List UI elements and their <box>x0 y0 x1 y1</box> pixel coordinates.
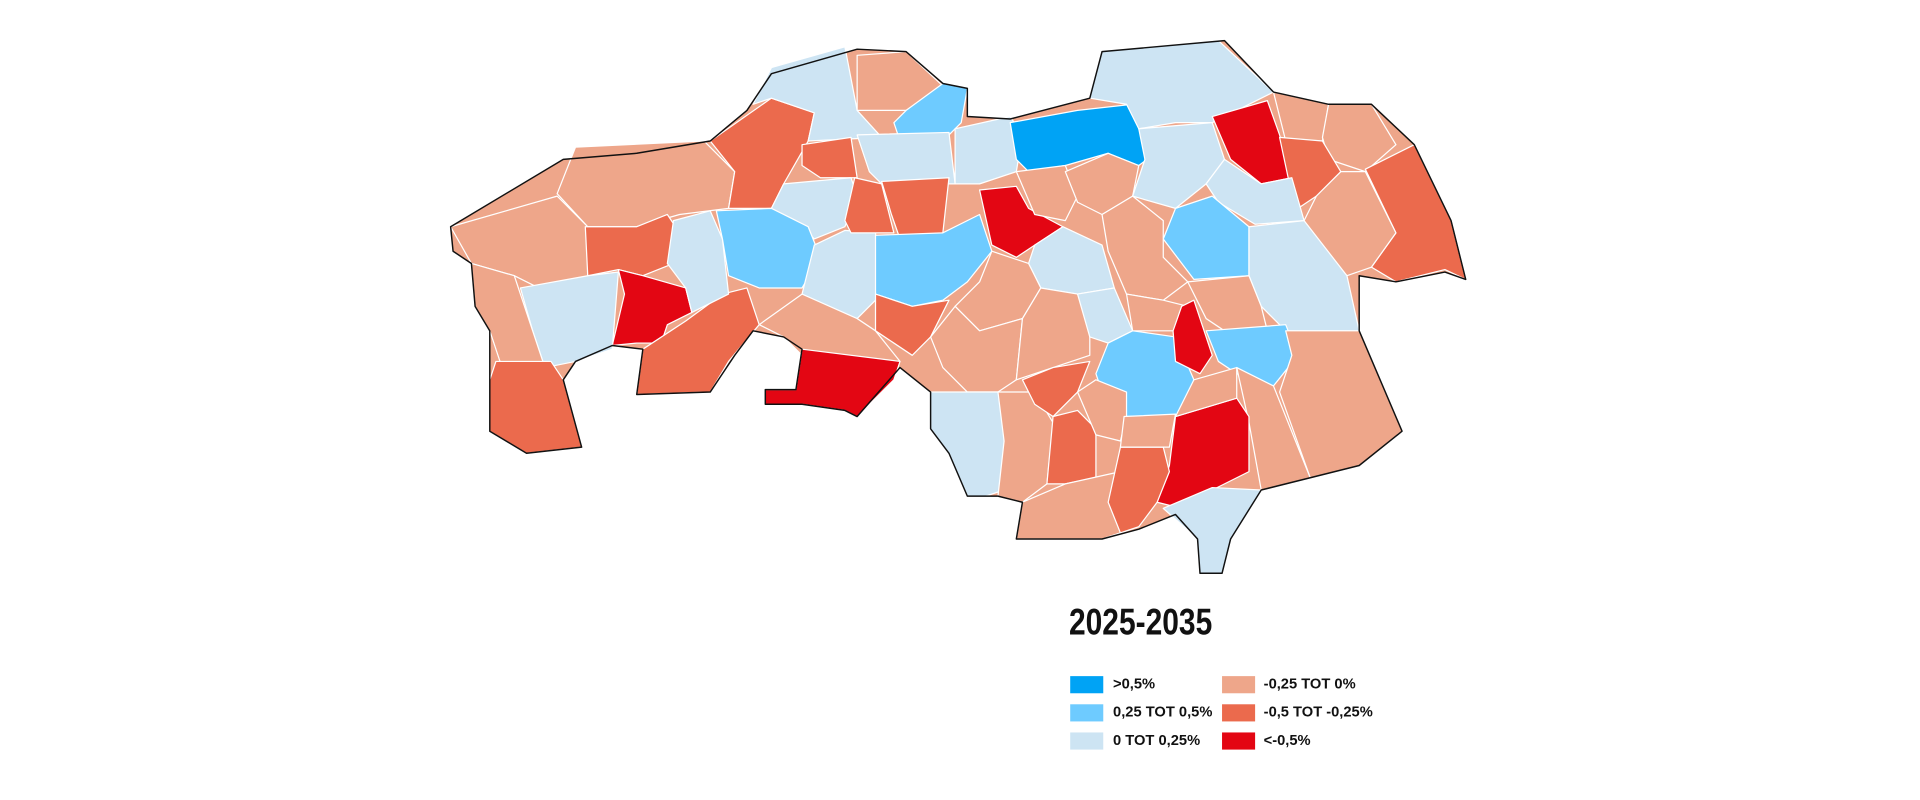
map-title: 2025-2035 <box>1069 601 1212 642</box>
municipality <box>611 268 693 347</box>
legend-swatch <box>1222 676 1256 694</box>
municipality <box>1132 122 1226 209</box>
province-outline <box>449 39 1467 575</box>
legend-swatch <box>1070 704 1104 722</box>
legend-swatch <box>1070 676 1104 694</box>
municipality <box>801 136 858 179</box>
legend-label: >0,5% <box>1113 677 1155 693</box>
municipality <box>844 177 895 234</box>
municipality <box>1205 158 1305 225</box>
municipality <box>1172 299 1213 375</box>
legend-swatch <box>1222 704 1256 722</box>
municipality <box>874 293 950 356</box>
municipality <box>1015 164 1079 222</box>
municipality <box>450 195 589 289</box>
legend-swatch <box>1070 732 1104 750</box>
municipality <box>1046 409 1097 485</box>
municipality <box>715 207 822 289</box>
province-map <box>449 39 1467 575</box>
municipality <box>764 348 901 418</box>
municipality <box>1174 366 1238 418</box>
municipality <box>666 210 730 314</box>
legend: >0,5% 0,25 TOT 0,5% 0 TOT 0,25% -0,25 TOT 0… <box>1070 676 1373 750</box>
legend-label: -0,5 TOT -0,25% <box>1264 705 1373 721</box>
legend-swatch <box>1222 732 1256 750</box>
legend-label: -0,25 TOT 0% <box>1264 677 1356 693</box>
municipality <box>1107 446 1171 534</box>
legend-label: <-0,5% <box>1264 733 1311 749</box>
municipality <box>1119 413 1177 448</box>
legend-label: 0 TOT 0,25% <box>1113 733 1200 749</box>
legend-label: 0,25 TOT 0,5% <box>1113 705 1212 721</box>
